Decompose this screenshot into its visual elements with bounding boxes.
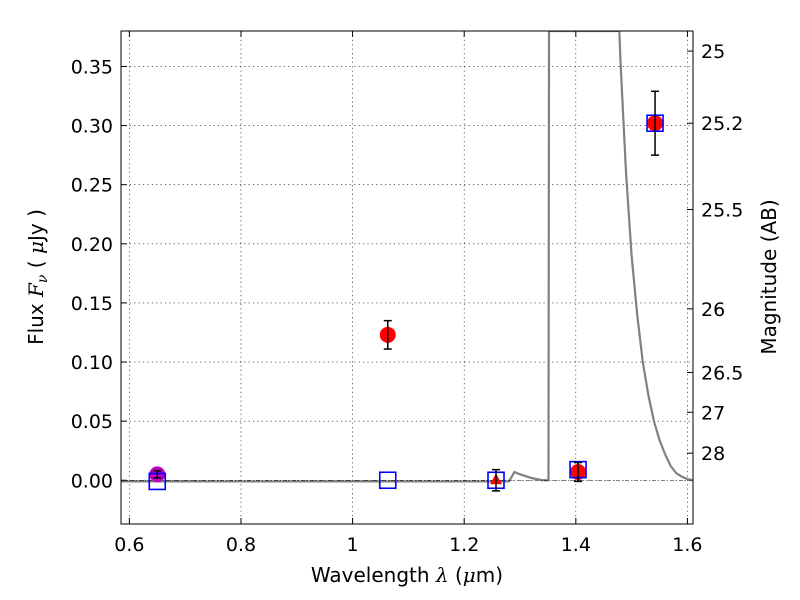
y2-axis-label: Magnitude (AB) bbox=[757, 199, 781, 354]
grid-lines bbox=[121, 31, 693, 524]
magnitude-tick-label: 25.2 bbox=[701, 113, 743, 135]
model-spectrum-line bbox=[121, 31, 693, 483]
x-tick-label: 1.2 bbox=[449, 534, 479, 556]
y-tick-label: 0.15 bbox=[71, 293, 113, 315]
y-axis-label: Flux Fν ( μJy ) bbox=[24, 209, 51, 345]
x-axis-label: Wavelength λ (μm) bbox=[311, 563, 503, 587]
x-tick-label: 1 bbox=[347, 534, 359, 556]
magnitude-tick-label: 25.5 bbox=[701, 200, 743, 222]
y-tick-label: 0.35 bbox=[71, 56, 113, 78]
y-tick-label: 0.20 bbox=[71, 234, 113, 256]
magnitude-tick-label: 26.5 bbox=[701, 362, 743, 384]
magnitude-tick-label: 26 bbox=[701, 299, 725, 321]
y-tick-label: 0.30 bbox=[71, 116, 113, 138]
x-tick-label: 1.4 bbox=[561, 534, 591, 556]
axis-ticks: 0.6 0.8 1 1.2 1.4 1.6 0.00 0.05 0.10 0.15 0.20 0.25… bbox=[71, 31, 743, 556]
y-tick-label: 0.05 bbox=[71, 411, 113, 433]
x-tick-label: 0.6 bbox=[114, 534, 144, 556]
x-tick-label: 0.8 bbox=[226, 534, 256, 556]
y-tick-label: 0.10 bbox=[71, 352, 113, 374]
x-tick-label: 1.6 bbox=[672, 534, 702, 556]
y-tick-label: 0.00 bbox=[71, 470, 113, 492]
plot-frame bbox=[120, 30, 694, 525]
magnitude-tick-label: 27 bbox=[701, 402, 725, 424]
magnitude-tick-label: 28 bbox=[701, 443, 725, 465]
magnitude-tick-label: 25 bbox=[701, 41, 725, 63]
plot-data bbox=[121, 31, 693, 492]
y-tick-label: 0.25 bbox=[71, 175, 113, 197]
model-photometry-point bbox=[378, 471, 397, 490]
